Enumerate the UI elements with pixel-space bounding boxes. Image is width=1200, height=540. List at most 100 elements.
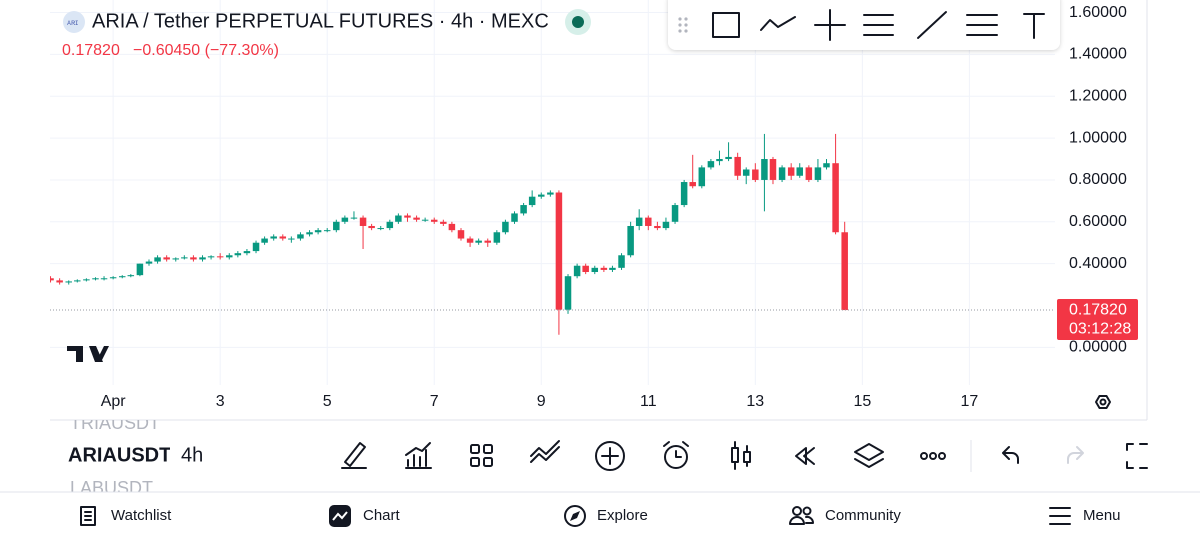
- candle-body: [377, 228, 384, 230]
- bottom-toolbar: [341, 440, 1148, 472]
- y-tick-label: 0.00000: [1069, 339, 1127, 356]
- candle-body: [109, 277, 117, 279]
- candle-body: [323, 230, 331, 232]
- rect-tool[interactable]: [712, 12, 740, 38]
- candle-body: [573, 265, 581, 277]
- logo-mark: ᴀʀɪ: [67, 18, 78, 27]
- status-dot: [572, 16, 584, 28]
- candle-body: [181, 257, 188, 259]
- candle-body: [466, 238, 474, 243]
- candle-body: [100, 278, 108, 280]
- y-tick-label: 1.60000: [1069, 4, 1127, 21]
- fib-tool[interactable]: [863, 14, 894, 36]
- y-tick-label: 1.40000: [1069, 46, 1127, 63]
- candle-body: [314, 230, 322, 233]
- candle-body: [243, 251, 251, 254]
- candle-body: [475, 240, 482, 243]
- crosshair-tool[interactable]: [814, 9, 846, 41]
- candle-body: [234, 253, 242, 256]
- y-tick-label: 0.60000: [1069, 213, 1127, 230]
- nav-item[interactable]: Watchlist: [111, 507, 172, 524]
- candle-body: [457, 230, 465, 239]
- menu-icon: [1049, 507, 1071, 525]
- layers-button[interactable]: [854, 443, 884, 468]
- alert-button[interactable]: [663, 441, 689, 469]
- candle-body: [502, 221, 509, 233]
- nav-item[interactable]: Chart: [363, 507, 401, 524]
- interval[interactable]: 4h: [181, 444, 203, 466]
- candle-body: [65, 281, 72, 283]
- nav-item[interactable]: Menu: [1083, 507, 1121, 524]
- candle-body: [564, 276, 572, 310]
- candle-body: [609, 267, 616, 270]
- compare-button[interactable]: [530, 440, 560, 463]
- candle-body: [421, 219, 429, 221]
- candle-body: [190, 257, 197, 260]
- candle-body: [832, 163, 839, 233]
- candle-body: [430, 219, 438, 222]
- candles: [50, 133, 848, 335]
- candle-body: [716, 159, 723, 162]
- candle-body: [520, 205, 527, 214]
- candle-body: [680, 182, 688, 206]
- candle-body: [297, 234, 304, 239]
- candle-body: [92, 278, 99, 280]
- nav-bar: Watchlist Chart Explore Community Menu: [80, 505, 1121, 527]
- explore-icon: [564, 505, 586, 527]
- candle-body: [216, 256, 224, 258]
- candle-body: [493, 232, 501, 243]
- candle-body: [395, 215, 402, 222]
- candle-body: [823, 163, 830, 168]
- candle-body: [805, 167, 813, 180]
- more-button[interactable]: [920, 452, 946, 460]
- candle-body: [279, 236, 287, 239]
- chart-type-button[interactable]: [731, 441, 751, 470]
- candle-body: [261, 238, 268, 243]
- candle-body: [689, 182, 696, 187]
- candle-body: [707, 161, 715, 168]
- channel-tool[interactable]: [966, 14, 998, 36]
- candle-body: [50, 278, 54, 281]
- nav-item[interactable]: Explore: [597, 507, 648, 524]
- symbol-picker[interactable]: TRIAUSDT ARIAUSDT LABUSDT: [68, 413, 171, 498]
- candle-body: [226, 255, 233, 258]
- x-tick-label: 15: [853, 393, 871, 410]
- undo-button[interactable]: [1002, 446, 1019, 464]
- fullscreen-button[interactable]: [1126, 443, 1148, 469]
- replay-button[interactable]: [795, 447, 815, 465]
- chart-title: ARIA / Tether PERPETUAL FUTURES · 4h · M…: [92, 10, 549, 32]
- text-tool[interactable]: [1023, 13, 1045, 39]
- candle-body: [761, 159, 768, 180]
- indicators-button[interactable]: [405, 442, 432, 469]
- settings-button[interactable]: [1095, 395, 1111, 409]
- settings-dot: [1099, 398, 1107, 406]
- price-change: −0.60450 (−77.30%): [133, 42, 279, 59]
- candle-body: [413, 217, 420, 220]
- x-tick-label: 3: [216, 393, 225, 410]
- candle-body: [662, 221, 670, 229]
- countdown: 03:12:28: [1069, 320, 1131, 337]
- x-tick-label: 7: [430, 393, 439, 410]
- nav-item[interactable]: Community: [825, 507, 901, 524]
- candle-body: [591, 267, 599, 273]
- y-tick-label: 1.00000: [1069, 129, 1127, 146]
- y-tick-label: 1.20000: [1069, 87, 1127, 104]
- trend-tool[interactable]: [760, 16, 796, 31]
- candle-body: [207, 256, 215, 258]
- candle-body: [199, 257, 206, 260]
- candle-body: [538, 194, 545, 197]
- last-price: 0.17820: [62, 42, 120, 59]
- candle-body: [511, 213, 518, 222]
- candle-body: [145, 261, 153, 264]
- candle-body: [547, 192, 554, 195]
- candle-body: [448, 223, 456, 231]
- layout-button[interactable]: [470, 444, 493, 467]
- redo-button: [1067, 446, 1084, 464]
- candle-body: [618, 255, 625, 268]
- add-button[interactable]: [595, 441, 625, 471]
- draw-button[interactable]: [341, 442, 367, 469]
- x-tick-label: 13: [746, 393, 764, 410]
- line-tool[interactable]: [917, 11, 947, 39]
- candle-body: [163, 257, 170, 260]
- candle-body: [127, 275, 135, 277]
